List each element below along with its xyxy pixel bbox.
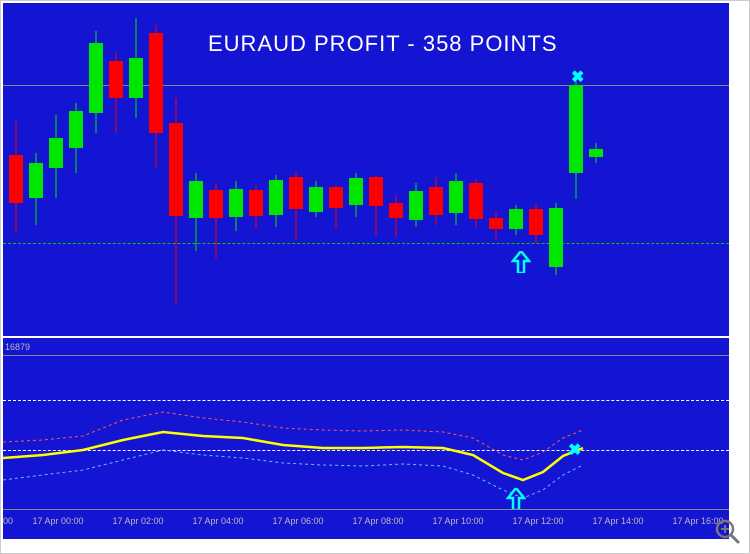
candle (549, 3, 563, 338)
x-axis-label: 00 (3, 516, 13, 526)
magnify-icon[interactable] (713, 517, 741, 545)
candle (109, 3, 123, 338)
x-axis-label: 17 Apr 14:00 (592, 516, 643, 526)
candle (469, 3, 483, 338)
candle (49, 3, 63, 338)
x-axis-label: 17 Apr 02:00 (112, 516, 163, 526)
candle (449, 3, 463, 338)
candle (209, 3, 223, 338)
candle (329, 3, 343, 338)
candle (149, 3, 163, 338)
candle (309, 3, 323, 338)
candle (489, 3, 503, 338)
x-axis-label: 17 Apr 00:00 (32, 516, 83, 526)
candle (369, 3, 383, 338)
candle (529, 3, 543, 338)
candle (429, 3, 443, 338)
candle (249, 3, 263, 338)
candle (69, 3, 83, 338)
candle (229, 3, 243, 338)
candle (589, 3, 603, 338)
candle (269, 3, 283, 338)
entry-arrow-up-icon (511, 251, 531, 278)
candle (129, 3, 143, 338)
candle (289, 3, 303, 338)
chart-container: EURAUD PROFIT - 358 POINTS ✖ 16879 ✖ (0, 0, 750, 554)
candle (9, 3, 23, 338)
candle (389, 3, 403, 338)
indicator-x-icon: ✖ (568, 440, 581, 460)
candle (189, 3, 203, 338)
x-axis-label: 17 Apr 08:00 (352, 516, 403, 526)
candle (349, 3, 363, 338)
chart-area: EURAUD PROFIT - 358 POINTS ✖ 16879 ✖ (1, 1, 731, 541)
candle (29, 3, 43, 338)
candle (569, 3, 583, 338)
x-axis-label: 17 Apr 10:00 (432, 516, 483, 526)
indicator-panel[interactable]: 16879 ✖ (3, 340, 729, 509)
x-axis-label: 17 Apr 06:00 (272, 516, 323, 526)
candlestick-panel[interactable]: EURAUD PROFIT - 358 POINTS ✖ (3, 3, 729, 338)
x-axis: 00 17 Apr 00:00 17 Apr 02:00 17 Apr 04:00 17… (3, 509, 729, 539)
indicator-lines (3, 340, 733, 513)
x-axis-label: 17 Apr 12:00 (512, 516, 563, 526)
candle (89, 3, 103, 338)
x-axis-label: 17 Apr 04:00 (192, 516, 243, 526)
candle (509, 3, 523, 338)
candle (409, 3, 423, 338)
exit-x-icon: ✖ (571, 67, 584, 87)
candle (169, 3, 183, 338)
